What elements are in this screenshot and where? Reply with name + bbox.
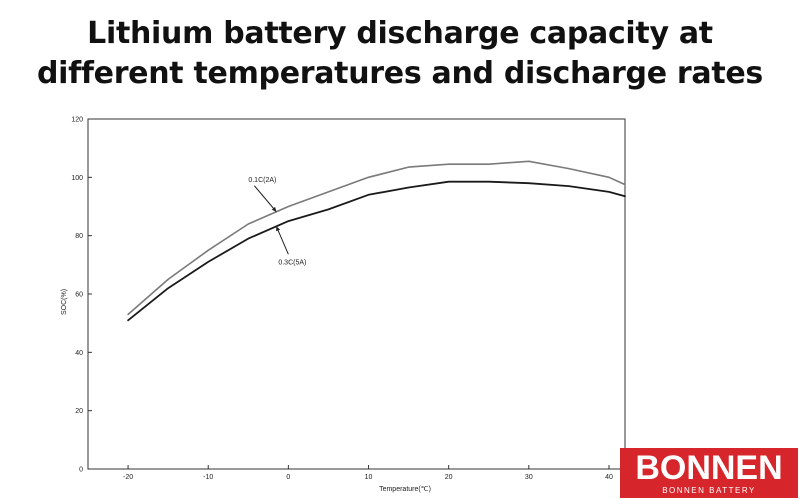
x-axis: -20 -10 0 10 20 30 40 <box>123 465 613 481</box>
x-axis-label: Temperature(℃) <box>379 486 431 493</box>
annotation-arrowhead <box>271 206 277 212</box>
series-group <box>127 160 626 322</box>
y-tick-label: 20 <box>75 408 83 415</box>
y-axis: 0 20 40 60 80 100 120 <box>71 117 92 474</box>
annotation-leader <box>275 226 289 255</box>
annotation-group: 0.1C(2A) 0.3C(5A) <box>248 177 306 267</box>
y-tick-label: 100 <box>71 175 83 182</box>
x-tick-label: 30 <box>525 474 533 481</box>
annotation-label: 0.1C(2A) <box>248 177 276 184</box>
y-tick-label: 40 <box>75 350 83 357</box>
x-tick-label: -20 <box>123 474 133 481</box>
y-tick-label: 0 <box>79 467 83 474</box>
brand-logo-wordmark: BONNEN <box>635 449 783 487</box>
y-tick-label: 80 <box>75 233 83 240</box>
series-line-2 <box>127 180 626 322</box>
y-axis-label: SOC(%) <box>61 289 68 315</box>
chart-title-line-2: different temperatures and discharge rat… <box>36 56 763 91</box>
x-tick-label: 40 <box>605 474 613 481</box>
plot-frame <box>87 118 626 470</box>
x-tick-label: 20 <box>445 474 453 481</box>
y-tick-label: 120 <box>71 117 83 124</box>
series-line-1 <box>127 160 626 316</box>
chart-title: Lithium battery discharge capacity at di… <box>0 14 800 94</box>
annotation-arrowhead <box>276 226 281 232</box>
chart-title-line-1: Lithium battery discharge capacity at <box>87 16 713 51</box>
brand-logo: BONNEN BONNEN BATTERY <box>620 448 798 498</box>
brand-logo-tagline: BONNEN BATTERY <box>662 486 756 495</box>
x-tick-label: 0 <box>286 474 290 481</box>
annotation-leader <box>253 185 277 213</box>
y-tick-label: 60 <box>75 292 83 299</box>
x-tick-label: 10 <box>365 474 373 481</box>
x-tick-label: -10 <box>203 474 213 481</box>
annotation-label: 0.3C(5A) <box>278 259 306 266</box>
